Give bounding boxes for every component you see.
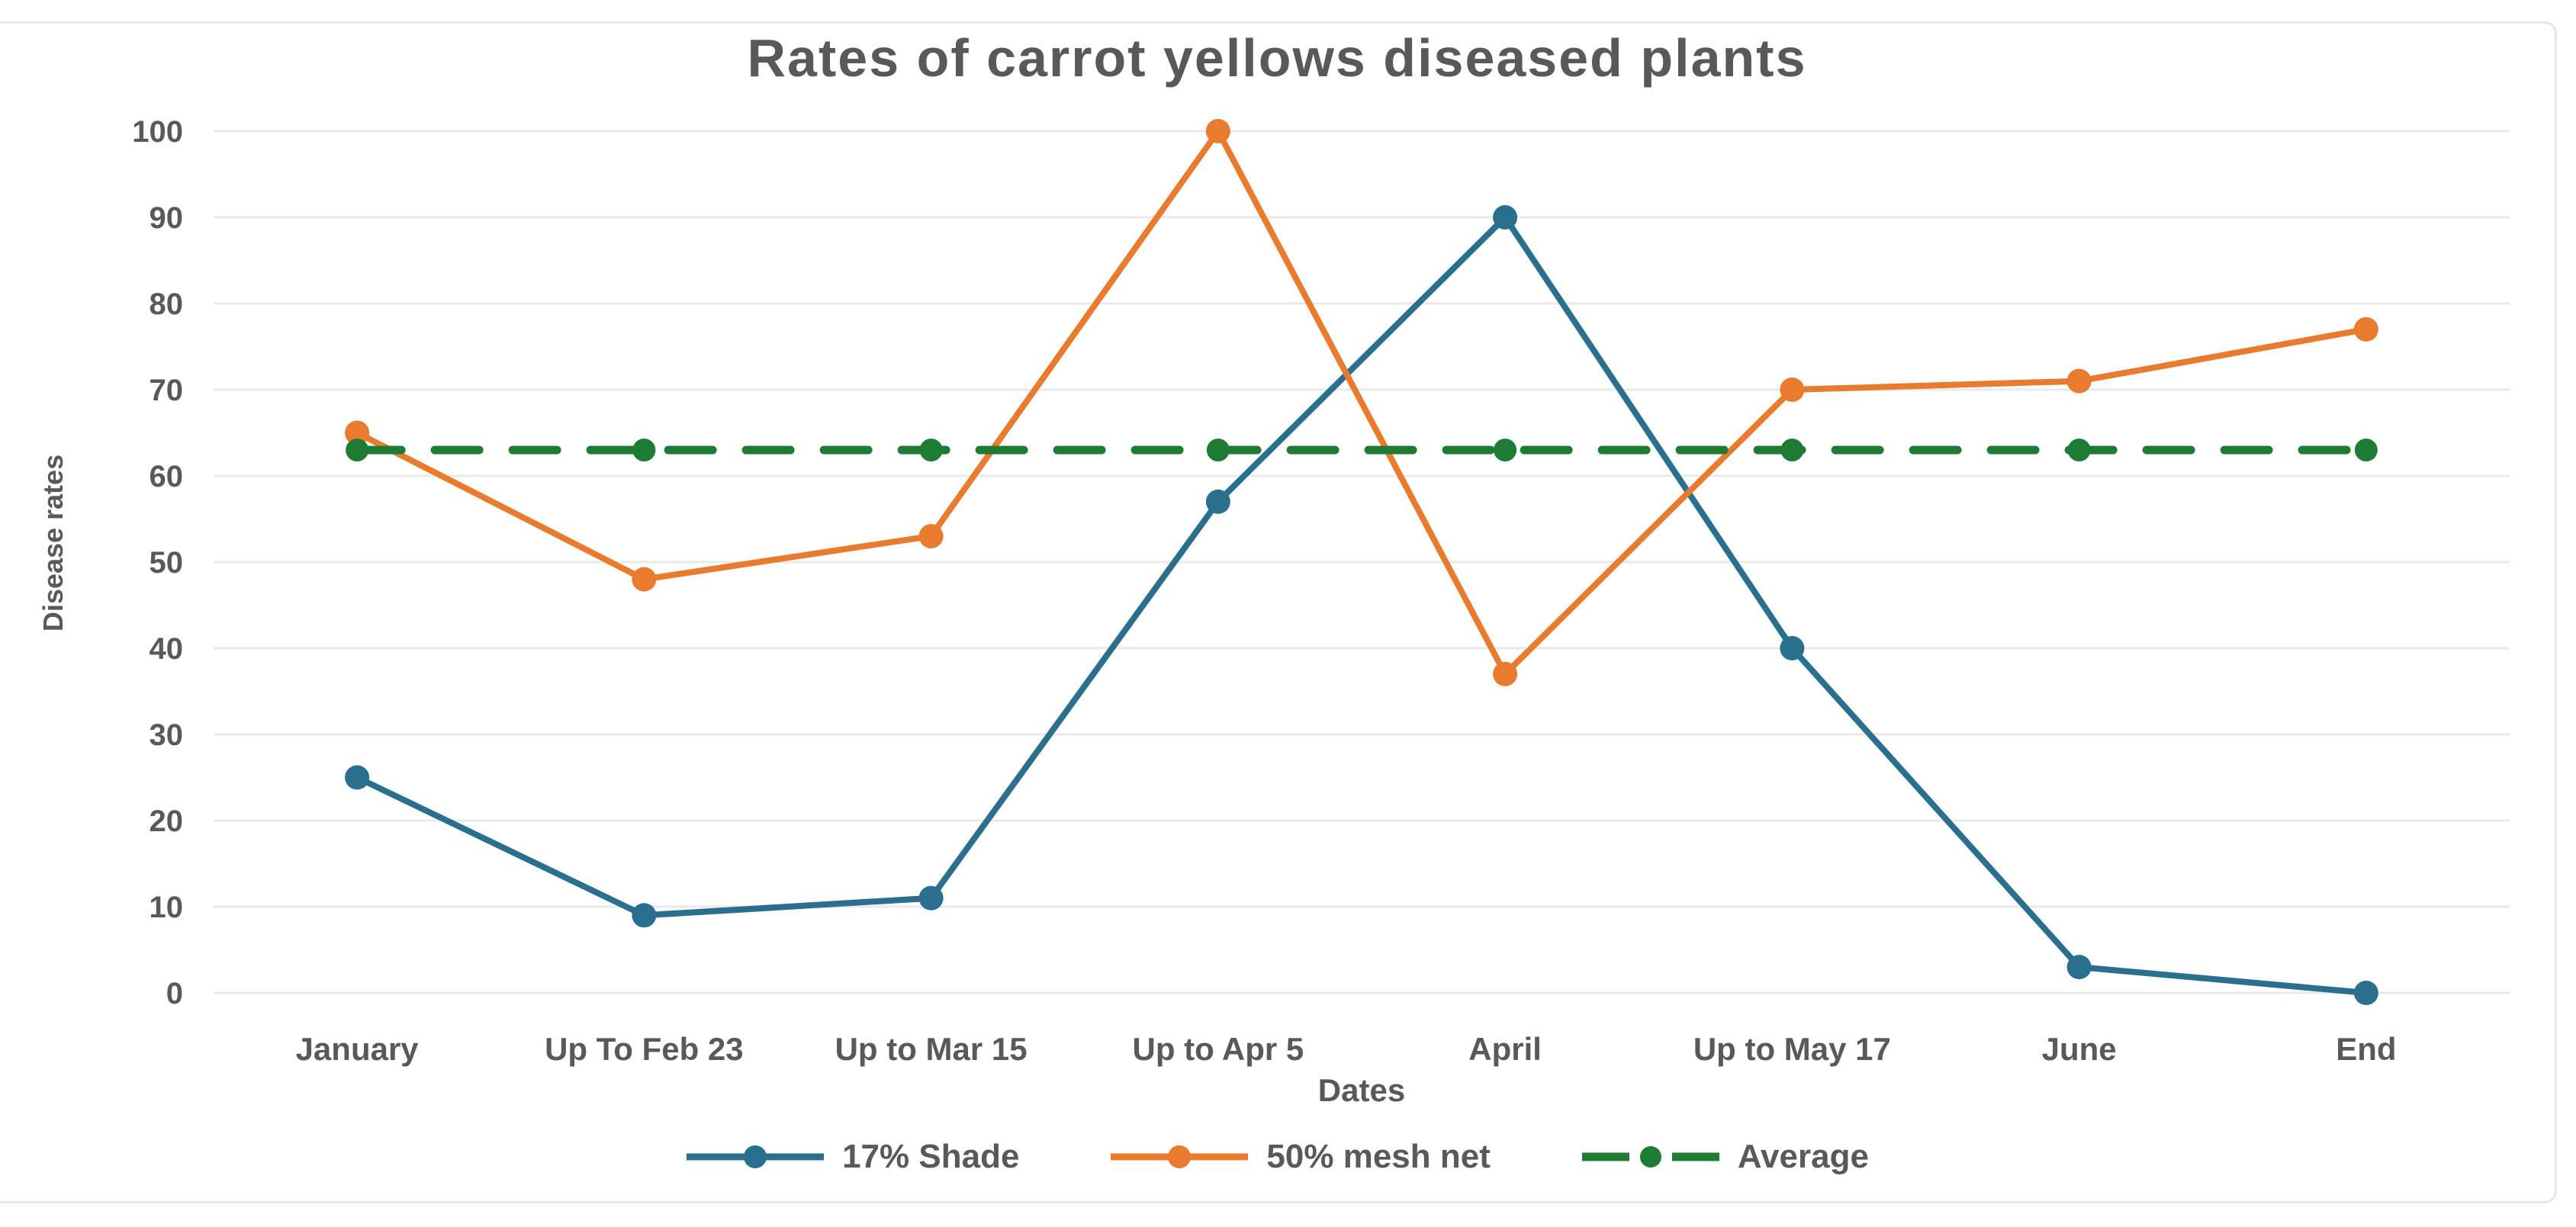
x-tick-label: End bbox=[2336, 1031, 2396, 1067]
data-point-50-mesh-net-3 bbox=[1205, 119, 1230, 143]
y-tick-label: 90 bbox=[150, 201, 184, 235]
data-point-50-mesh-net-6 bbox=[2066, 368, 2092, 393]
y-tick-label: 40 bbox=[150, 632, 184, 666]
y-tick-label: 70 bbox=[150, 374, 184, 407]
x-tick-label: April bbox=[1468, 1031, 1542, 1067]
x-tick-label: Up to Mar 15 bbox=[835, 1031, 1028, 1067]
y-axis-title: Disease rates bbox=[37, 454, 69, 632]
data-point-50-mesh-net-7 bbox=[2353, 316, 2378, 342]
data-point-average-5 bbox=[1780, 438, 1804, 462]
legend-label: 17% Shade bbox=[842, 1138, 1020, 1175]
data-point-17-shade-7 bbox=[2353, 981, 2378, 1005]
x-tick-label: Up to Apr 5 bbox=[1132, 1031, 1304, 1067]
data-point-17-shade-1 bbox=[632, 903, 657, 928]
legend-item-average: Average bbox=[1581, 1138, 1869, 1176]
data-point-17-shade-6 bbox=[2066, 955, 2092, 980]
data-point-average-2 bbox=[919, 438, 943, 462]
data-point-17-shade-5 bbox=[1780, 636, 1805, 660]
x-tick-label: January bbox=[296, 1031, 420, 1067]
data-point-17-shade-2 bbox=[918, 885, 944, 911]
data-point-50-mesh-net-4 bbox=[1493, 661, 1518, 686]
x-tick-label: Up To Feb 23 bbox=[545, 1031, 744, 1067]
data-point-17-shade-3 bbox=[1205, 489, 1230, 514]
y-tick-label: 10 bbox=[150, 891, 184, 924]
y-tick-label: 30 bbox=[150, 718, 184, 752]
y-tick-label: 50 bbox=[150, 546, 184, 580]
x-tick-label: Up to May 17 bbox=[1693, 1031, 1891, 1067]
chart-title: Rates of carrot yellows diseased plants bbox=[747, 28, 1807, 88]
legend-swatch-17-shade-line-icon bbox=[687, 1145, 825, 1168]
data-point-17-shade-0 bbox=[345, 765, 370, 790]
data-point-50-mesh-net-0 bbox=[345, 420, 370, 445]
data-point-average-1 bbox=[632, 438, 656, 462]
legend-swatch-average-line-icon bbox=[1581, 1146, 1719, 1168]
legend-item-17-shade: 17% Shade bbox=[685, 1138, 1019, 1176]
y-tick-label: 20 bbox=[150, 805, 184, 838]
x-axis-title: Dates bbox=[1317, 1072, 1406, 1108]
legend: 17% Shade 50% mesh net Average bbox=[0, 1138, 2554, 1176]
data-point-50-mesh-net-2 bbox=[918, 524, 944, 549]
legend-swatch-50-mesh-net-line-icon bbox=[1111, 1145, 1249, 1168]
x-tick-label: June bbox=[2042, 1031, 2117, 1067]
data-point-average-6 bbox=[2067, 438, 2091, 462]
y-tick-label: 80 bbox=[150, 287, 184, 321]
data-point-17-shade-4 bbox=[1493, 205, 1518, 230]
y-tick-label: 60 bbox=[150, 460, 184, 493]
legend-label: 50% mesh net bbox=[1266, 1138, 1491, 1175]
legend-item-50-mesh-net: 50% mesh net bbox=[1109, 1138, 1491, 1176]
y-tick-label: 100 bbox=[132, 115, 183, 149]
data-point-50-mesh-net-1 bbox=[632, 567, 657, 592]
y-tick-label: 0 bbox=[166, 977, 183, 1010]
series-line-50-mesh-net bbox=[354, 128, 2369, 677]
data-point-average-0 bbox=[346, 438, 369, 462]
data-point-average-4 bbox=[1494, 438, 1517, 462]
data-point-average-3 bbox=[1206, 438, 1230, 462]
data-point-average-7 bbox=[2354, 438, 2378, 462]
legend-label: Average bbox=[1737, 1138, 1869, 1175]
data-point-50-mesh-net-5 bbox=[1780, 377, 1805, 402]
series-line-17-shade bbox=[354, 214, 2369, 996]
